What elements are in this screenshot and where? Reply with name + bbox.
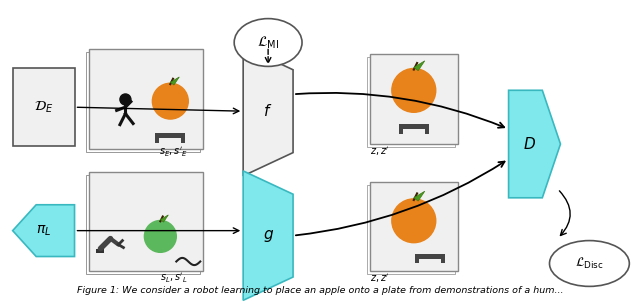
Bar	[181, 138, 186, 143]
Text: $\mathcal{D}_E$: $\mathcal{D}_E$	[34, 99, 53, 115]
Ellipse shape	[550, 240, 629, 286]
Bar	[156, 138, 159, 143]
Text: $\pi_L$: $\pi_L$	[36, 223, 51, 238]
Bar	[367, 185, 454, 275]
Bar	[399, 124, 429, 129]
Polygon shape	[414, 61, 425, 71]
Bar	[86, 53, 200, 152]
Polygon shape	[161, 215, 168, 222]
Bar	[441, 258, 445, 264]
Text: $z, z'$: $z, z'$	[370, 272, 389, 285]
Bar	[88, 50, 204, 149]
Polygon shape	[509, 90, 561, 198]
Text: $s_L, s'_L$: $s_L, s'_L$	[159, 272, 187, 285]
Text: $D$: $D$	[523, 136, 536, 152]
Bar	[88, 172, 204, 271]
Bar	[399, 129, 403, 134]
Text: $z, z'$: $z, z'$	[370, 146, 389, 158]
Circle shape	[392, 199, 436, 243]
Text: $f$: $f$	[264, 103, 273, 119]
Polygon shape	[13, 205, 74, 257]
Circle shape	[145, 220, 176, 252]
Text: $\mathcal{L}_{\mathrm{Disc}}$: $\mathcal{L}_{\mathrm{Disc}}$	[575, 256, 604, 271]
Polygon shape	[243, 47, 293, 176]
Bar	[156, 133, 186, 138]
Bar	[367, 57, 454, 147]
Bar	[86, 175, 200, 275]
Bar	[97, 249, 104, 253]
Polygon shape	[243, 171, 293, 300]
Polygon shape	[414, 191, 425, 201]
Text: Figure 1: We consider a robot learning to place an apple onto a plate from demon: Figure 1: We consider a robot learning t…	[77, 286, 563, 295]
Text: $s_E, s'_E$: $s_E, s'_E$	[159, 145, 188, 159]
Bar	[415, 258, 419, 264]
Text: $g$: $g$	[262, 228, 274, 244]
Bar	[13, 68, 74, 146]
Circle shape	[392, 68, 436, 112]
Ellipse shape	[234, 19, 302, 66]
Polygon shape	[170, 77, 179, 85]
Circle shape	[152, 83, 188, 119]
Bar	[370, 182, 458, 271]
Circle shape	[120, 94, 131, 105]
Text: $\mathcal{L}_{\mathrm{MI}}$: $\mathcal{L}_{\mathrm{MI}}$	[257, 34, 279, 51]
Bar	[370, 54, 458, 144]
Bar	[415, 254, 445, 258]
Bar	[425, 129, 429, 134]
